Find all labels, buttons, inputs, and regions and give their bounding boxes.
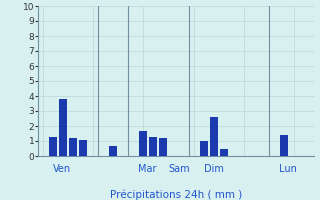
Bar <box>109 146 117 156</box>
Bar <box>60 99 68 156</box>
Text: Mar: Mar <box>139 164 157 174</box>
Bar <box>280 135 288 156</box>
Text: Dim: Dim <box>204 164 223 174</box>
Bar <box>49 137 57 156</box>
Bar <box>69 138 77 156</box>
Bar <box>159 138 167 156</box>
Bar <box>210 117 218 156</box>
Text: Sam: Sam <box>169 164 190 174</box>
Bar <box>140 130 148 156</box>
Bar <box>199 141 208 156</box>
Text: Ven: Ven <box>53 164 72 174</box>
Bar <box>220 148 228 156</box>
Bar <box>79 140 87 156</box>
Text: Lun: Lun <box>279 164 296 174</box>
Bar <box>149 137 157 156</box>
Text: Précipitations 24h ( mm ): Précipitations 24h ( mm ) <box>110 189 242 200</box>
